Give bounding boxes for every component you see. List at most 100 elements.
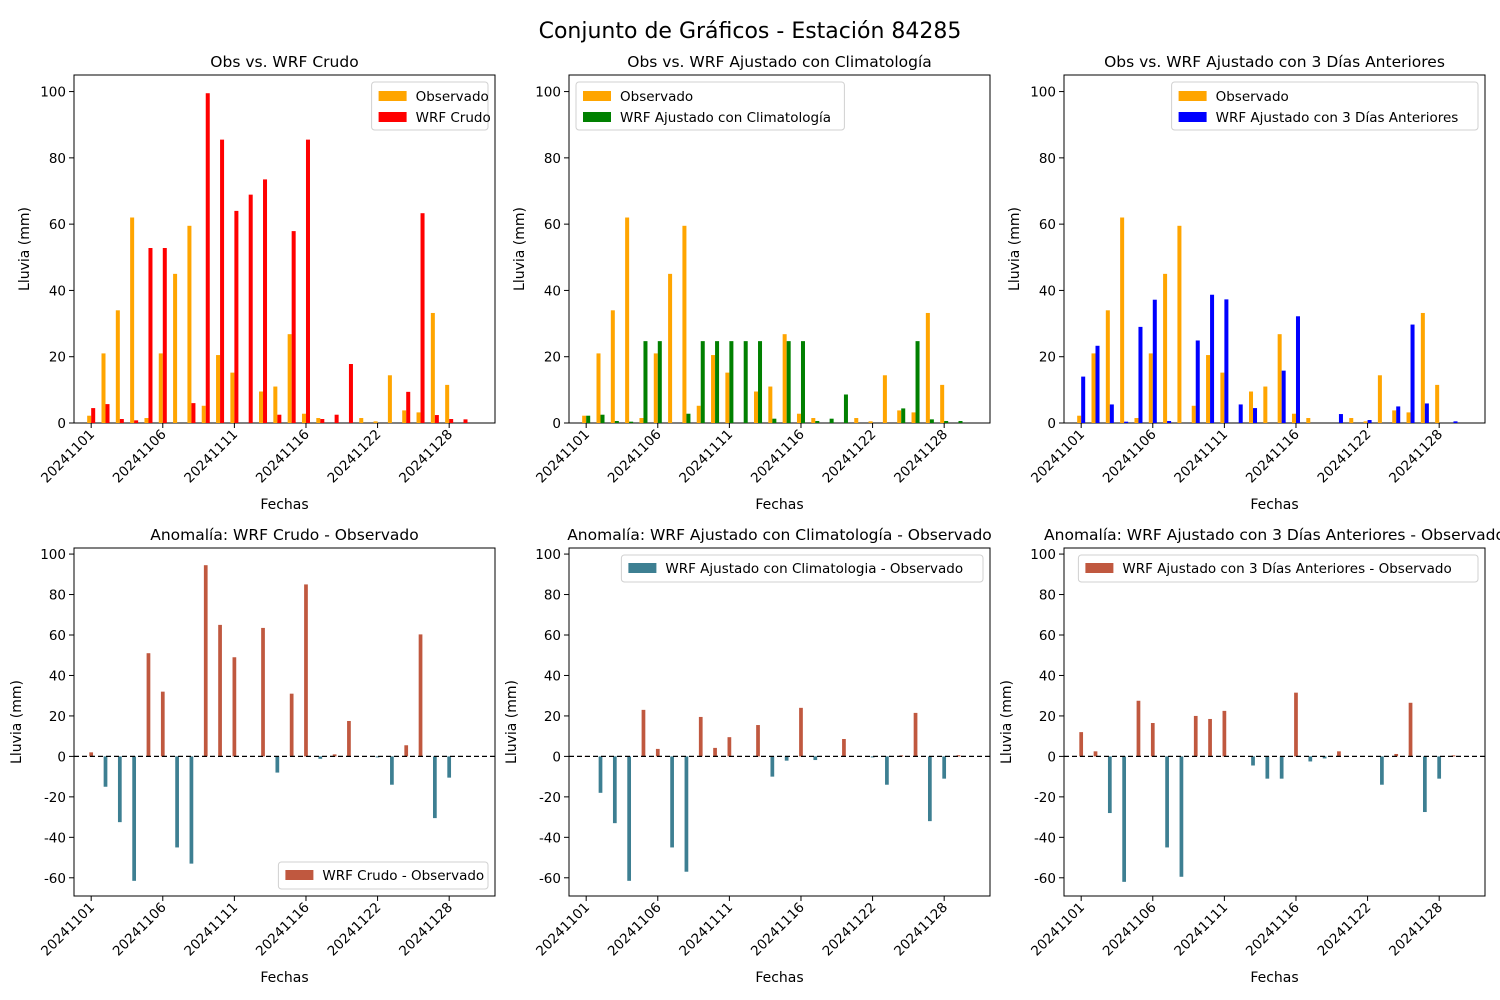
anomaly-bar-negative <box>103 756 108 787</box>
bar-wrf <box>614 421 619 423</box>
anomaly-bar-positive <box>1294 692 1298 757</box>
plot-area <box>1063 547 1486 897</box>
x-axis-label: Fechas <box>755 497 803 513</box>
anomaly-bar-positive <box>218 624 222 757</box>
bar-observado <box>925 312 930 423</box>
bar-observado <box>596 353 601 423</box>
bar-wrf <box>205 93 210 423</box>
chart-title: Obs vs. WRF Ajustado con Climatología <box>627 53 932 71</box>
bar-wrf <box>843 394 848 423</box>
bar-observado <box>1277 334 1282 423</box>
y-tick-label: 60 <box>49 217 66 233</box>
bar-observado <box>1406 412 1411 423</box>
anomaly-bar-positive <box>304 584 308 757</box>
bar-wrf <box>263 179 268 423</box>
anomaly-bar-positive <box>655 748 660 757</box>
bar-observado <box>868 421 873 423</box>
y-tick-label: 0 <box>552 749 561 765</box>
anomaly-bar-negative <box>175 756 179 848</box>
bar-observado <box>940 384 945 423</box>
bar-observado <box>782 334 787 423</box>
bar-observado <box>1177 225 1182 423</box>
plot-area <box>568 74 991 424</box>
anomaly-bar-negative <box>275 756 280 773</box>
anomaly-bar-negative <box>318 756 323 759</box>
bar-observado <box>610 310 615 423</box>
bar-wrf <box>657 341 662 423</box>
anomaly-bar-positive <box>956 755 961 757</box>
y-tick-label: 0 <box>1047 416 1056 432</box>
y-tick-label: 100 <box>535 85 561 101</box>
anomaly-bar-positive <box>160 691 165 757</box>
bar-observado <box>430 312 435 423</box>
bar-wrf <box>1152 299 1157 423</box>
bar-wrf <box>772 418 777 423</box>
legend-swatch <box>378 91 407 101</box>
x-axis-label: Fechas <box>755 970 803 986</box>
bar-observado <box>402 410 407 423</box>
bar-wrf <box>1224 299 1229 423</box>
y-tick-label: 20 <box>1039 350 1056 366</box>
y-tick-label: 40 <box>49 668 66 684</box>
bar-observado <box>301 413 306 423</box>
bar-wrf <box>1410 324 1415 423</box>
bar-observado <box>1420 312 1425 423</box>
legend-label: WRF Crudo - Observado <box>322 868 484 884</box>
legend-swatch <box>628 563 657 573</box>
bar-wrf <box>1453 421 1458 423</box>
x-axis-label: Fechas <box>260 970 308 986</box>
anomaly-bar-negative <box>432 756 437 819</box>
anomaly-bar-positive <box>727 737 732 757</box>
bar-wrf <box>220 139 225 423</box>
bar-observado <box>1148 353 1153 423</box>
bar-wrf <box>815 421 820 423</box>
bar-wrf <box>305 139 310 423</box>
bar-observado <box>653 353 658 423</box>
chart-title: Anomalía: WRF Ajustado con Climatología … <box>567 526 992 544</box>
bar-observado <box>1377 375 1382 423</box>
y-tick-label: 40 <box>1039 283 1056 299</box>
bar-wrf <box>1424 403 1429 423</box>
anomaly-bar-negative <box>1265 756 1270 779</box>
anomaly-bar-positive <box>913 712 918 757</box>
anomaly-bar-negative <box>390 756 394 785</box>
plot-area <box>568 547 991 897</box>
bar-wrf <box>291 231 296 423</box>
legend-label: WRF Ajustado con 3 Días Anteriores - Obs… <box>1122 561 1451 577</box>
anomaly-bar-negative <box>1380 756 1384 785</box>
bar-wrf <box>248 194 253 423</box>
bar-observado <box>173 273 178 423</box>
anomaly-bar-negative <box>885 756 889 785</box>
anomaly-bar-negative <box>189 756 194 864</box>
anomaly-bar-negative <box>1279 756 1284 779</box>
y-tick-label: 40 <box>1039 668 1056 684</box>
legend-swatch <box>1178 112 1207 122</box>
bar-wrf <box>119 419 124 423</box>
legend-label: WRF Ajustado con Climatologia - Observad… <box>665 561 963 577</box>
bar-wrf <box>463 419 468 423</box>
bar-observado <box>811 418 816 423</box>
anomaly-bar-negative <box>670 756 674 848</box>
bar-observado <box>1263 386 1268 423</box>
anomaly-bar-negative <box>375 756 380 758</box>
anomaly-bar-negative <box>612 756 617 824</box>
anomaly-bar-positive <box>146 653 151 757</box>
y-tick-label: 0 <box>552 416 561 432</box>
legend-box <box>1171 81 1479 131</box>
anomaly-bar-negative <box>927 756 932 822</box>
bar-observado <box>187 225 192 423</box>
bar-observado <box>201 405 206 423</box>
bar-wrf <box>420 213 425 423</box>
chart-title: Anomalía: WRF Ajustado con 3 Días Anteri… <box>1044 526 1500 544</box>
bar-observado <box>854 418 859 423</box>
y-axis-label: Lluvia (mm) <box>9 680 25 764</box>
anomaly-bar-negative <box>684 756 689 872</box>
bar-observado <box>768 386 773 423</box>
y-tick-label: 20 <box>1039 709 1056 725</box>
bar-wrf <box>91 408 96 423</box>
bar-wrf <box>1138 326 1143 423</box>
bar-wrf <box>434 415 439 423</box>
anomaly-bar-negative <box>598 756 603 793</box>
y-tick-label: 60 <box>544 628 561 644</box>
bar-wrf <box>700 341 705 423</box>
